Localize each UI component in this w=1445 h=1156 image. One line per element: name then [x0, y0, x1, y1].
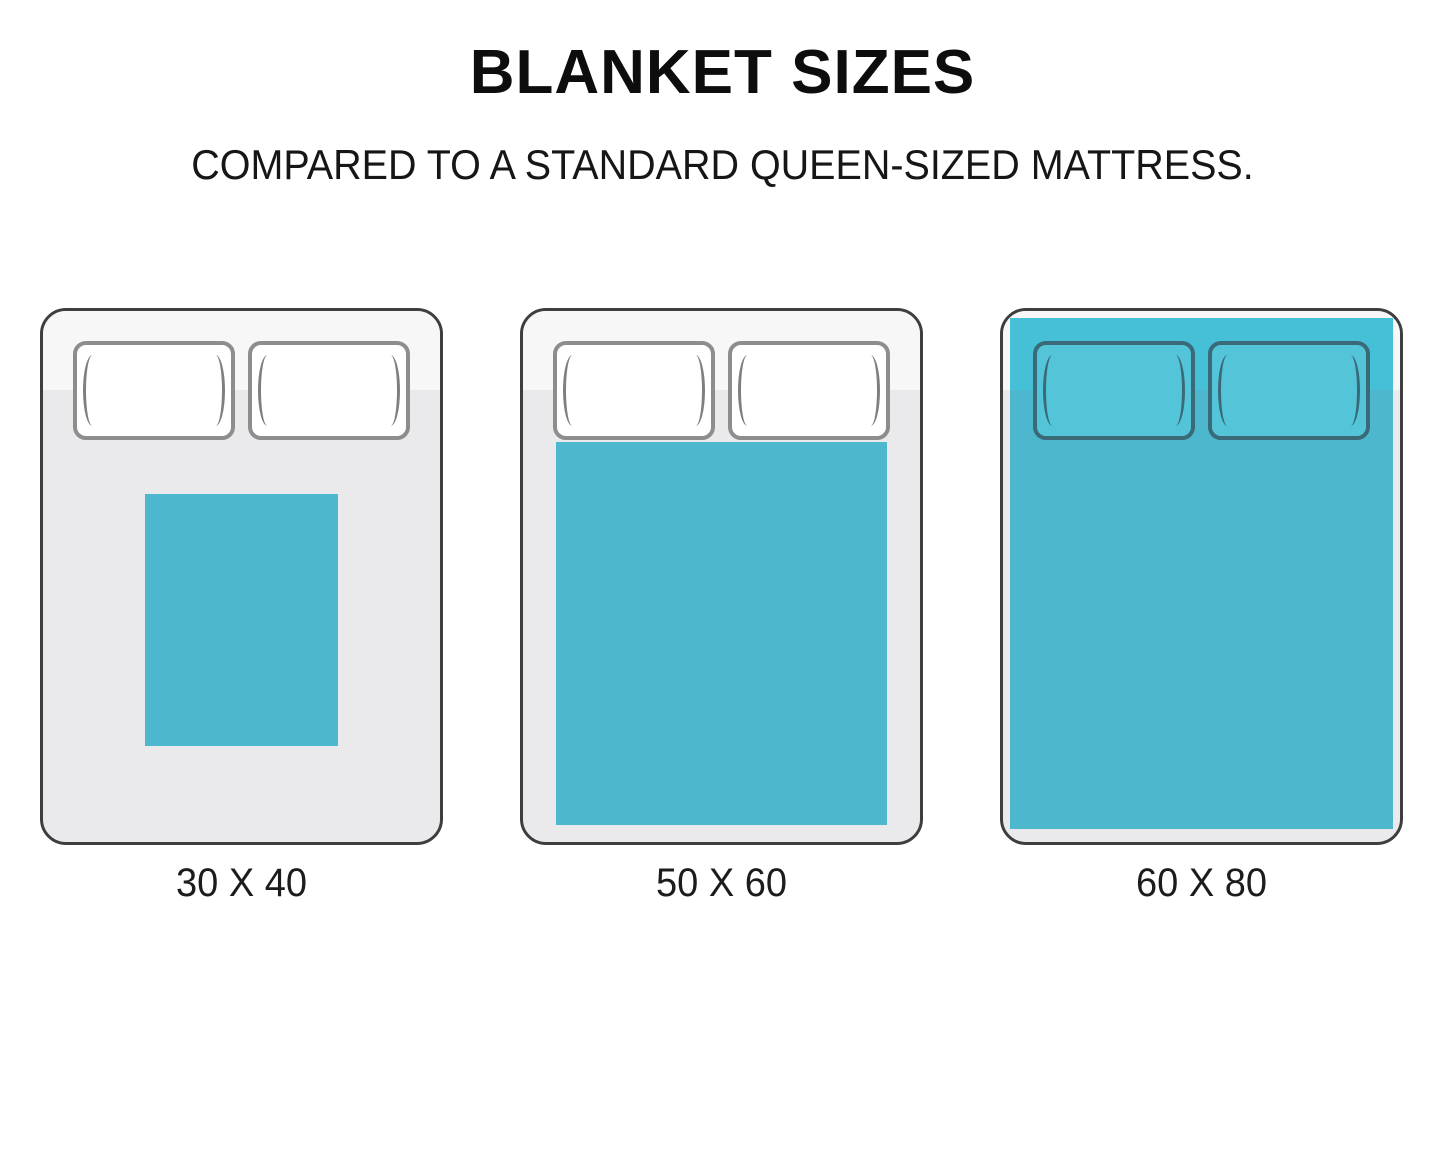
pillow-crease [258, 355, 277, 426]
pillow-crease [563, 355, 582, 426]
page-title: BLANKET SIZES [469, 38, 976, 107]
pillow-right [728, 341, 890, 440]
pillow-crease [206, 355, 225, 426]
bed-60x80 [1000, 308, 1403, 845]
blanket-size-label: 60 X 80 [1135, 861, 1267, 905]
pillow-crease [861, 355, 880, 426]
pillow-crease [83, 355, 102, 426]
pillow-crease [1043, 355, 1062, 426]
blanket-overlay-50x60 [556, 442, 887, 825]
page-subtitle: COMPARED TO A STANDARD QUEEN-SIZED MATTR… [191, 141, 1254, 188]
pillow-left-covered [1033, 341, 1195, 440]
pillow-crease [1341, 355, 1360, 426]
pillow-left [553, 341, 715, 440]
pillow-right-covered [1208, 341, 1370, 440]
blanket-size-label: 30 X 40 [175, 861, 307, 905]
blanket-size-label: 50 X 60 [655, 861, 787, 905]
pillow-crease [381, 355, 400, 426]
pillow-crease [1166, 355, 1185, 426]
pillow-crease [686, 355, 705, 426]
pillow-left [73, 341, 235, 440]
pillow-crease [738, 355, 757, 426]
pillow-crease [1218, 355, 1237, 426]
blanket-overlay-30x40 [145, 494, 338, 746]
bed-50x60 [520, 308, 923, 845]
pillow-right [248, 341, 410, 440]
bed-30x40 [40, 308, 443, 845]
